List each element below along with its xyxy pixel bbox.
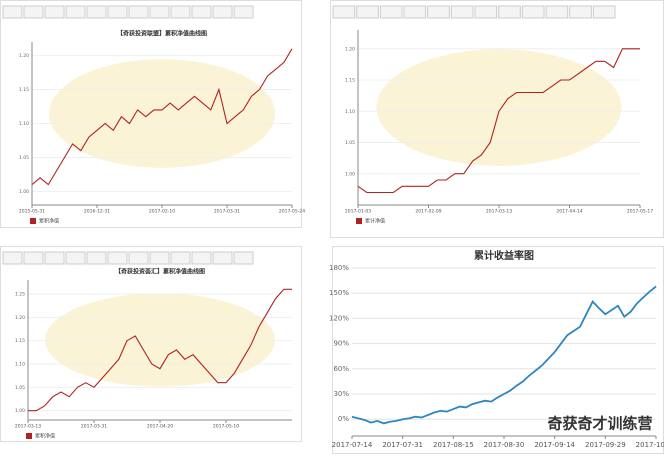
legend-swatch — [30, 218, 36, 224]
tab — [191, 251, 212, 265]
tab — [23, 251, 44, 265]
series-line — [357, 48, 640, 194]
series-line — [351, 285, 657, 425]
tab — [44, 5, 65, 19]
x-tick-label: 2017-04-14 — [556, 209, 582, 215]
tab — [379, 5, 403, 19]
tab — [65, 251, 86, 265]
x-tick-label: 2016-12-31 — [84, 209, 110, 215]
x-tick-label: 2017-03-13 — [486, 209, 512, 215]
tab — [233, 5, 254, 19]
series-line — [31, 48, 293, 186]
x-tick-label: 2017-02-09 — [415, 209, 441, 215]
x-tick-label: 2017-09-14 — [534, 441, 575, 449]
tab — [474, 5, 498, 19]
x-tick-label: 2017-01-03 — [345, 209, 371, 215]
series-line — [28, 288, 292, 412]
tab — [65, 5, 86, 19]
x-tick-label: 2017-10-23 — [636, 441, 664, 449]
y-tick-label: 180% — [329, 264, 349, 272]
y-tick-label: 1.20 — [345, 46, 355, 52]
tab — [212, 5, 233, 19]
y-tick-label: 1.15 — [15, 338, 25, 344]
legend-swatch — [26, 433, 32, 439]
y-tick-label: 1.10 — [15, 362, 25, 368]
tab — [23, 5, 44, 19]
legend-label: 累积净值 — [35, 433, 55, 440]
x-tick-label: 2017-08-15 — [433, 441, 474, 449]
tab — [332, 5, 356, 19]
chart-title: 累计收益率图 — [474, 249, 534, 262]
y-tick-label: 30% — [333, 390, 349, 398]
tab — [545, 5, 569, 19]
y-tick-label: 1.20 — [15, 315, 25, 321]
y-tick-label: 1.15 — [345, 78, 355, 84]
x-tick-label: 2017-02-10 — [149, 209, 175, 215]
chart-title: 【奇获投资联盟】累积净值曲线图 — [117, 30, 207, 38]
x-tick-label: 2017-08-30 — [484, 441, 525, 449]
x-tick-label: 2017-03-31 — [214, 209, 240, 215]
world-map — [376, 49, 622, 166]
tab — [86, 5, 107, 19]
x-tick-label: 2015-05-31 — [19, 209, 45, 215]
y-tick-label: 1.20 — [19, 53, 29, 59]
y-tick-label: 1.10 — [19, 121, 29, 127]
tab — [149, 251, 170, 265]
tab — [498, 5, 521, 19]
x-tick-label: 2017-05-10 — [213, 424, 239, 430]
tab — [356, 5, 379, 19]
y-tick-label: 120% — [329, 314, 349, 322]
legend-label: 累计净值 — [365, 218, 385, 225]
tab — [2, 251, 23, 265]
tab — [2, 5, 23, 19]
y-tick-label: 1.15 — [19, 87, 29, 93]
world-map — [48, 59, 276, 168]
legend-label: 累积净值 — [39, 218, 59, 225]
tab — [233, 251, 254, 265]
x-tick-label: 2017-07-14 — [332, 441, 373, 449]
tab — [107, 5, 128, 19]
tab — [170, 5, 191, 19]
tab — [128, 5, 149, 19]
x-tick-label: 2017-03-31 — [81, 424, 107, 430]
tab — [212, 251, 233, 265]
tab — [191, 5, 212, 19]
tab — [403, 5, 427, 19]
tab — [107, 251, 128, 265]
tab — [149, 5, 170, 19]
x-tick-label: 2017-07-31 — [382, 441, 423, 449]
x-tick-label: 2017-09-29 — [585, 441, 626, 449]
tab — [128, 251, 149, 265]
y-tick-label: 1.10 — [345, 109, 355, 115]
watermark: 奇获奇才训练营 — [547, 415, 652, 433]
tab — [450, 5, 474, 19]
y-tick-label: 0% — [338, 415, 349, 423]
tab — [521, 5, 545, 19]
tab — [427, 5, 450, 19]
y-tick-label: 1.25 — [15, 292, 25, 298]
y-tick-label: 1.00 — [19, 189, 29, 195]
y-tick-label: 90% — [333, 340, 349, 348]
chart-title: 【奇获投资荟汇】累积净值曲线图 — [115, 268, 205, 276]
tab — [569, 5, 592, 19]
y-tick-label: 1.00 — [345, 171, 355, 177]
tab — [592, 5, 616, 19]
y-tick-label: 1.05 — [345, 140, 355, 146]
x-tick-label: 2017-05-24 — [279, 209, 305, 215]
y-tick-label: 1.00 — [15, 408, 25, 414]
y-tick-label: 1.05 — [19, 155, 29, 161]
x-tick-label: 2017-03-13 — [15, 424, 41, 430]
y-tick-label: 1.05 — [15, 385, 25, 391]
tab — [86, 251, 107, 265]
world-map — [45, 293, 275, 387]
x-tick-label: 2017-05-17 — [627, 209, 653, 215]
y-tick-label: 60% — [333, 365, 349, 373]
tab — [44, 251, 65, 265]
x-tick-label: 2017-04-20 — [147, 424, 173, 430]
tab — [170, 251, 191, 265]
y-tick-label: 150% — [329, 289, 349, 297]
legend-swatch — [356, 218, 362, 224]
